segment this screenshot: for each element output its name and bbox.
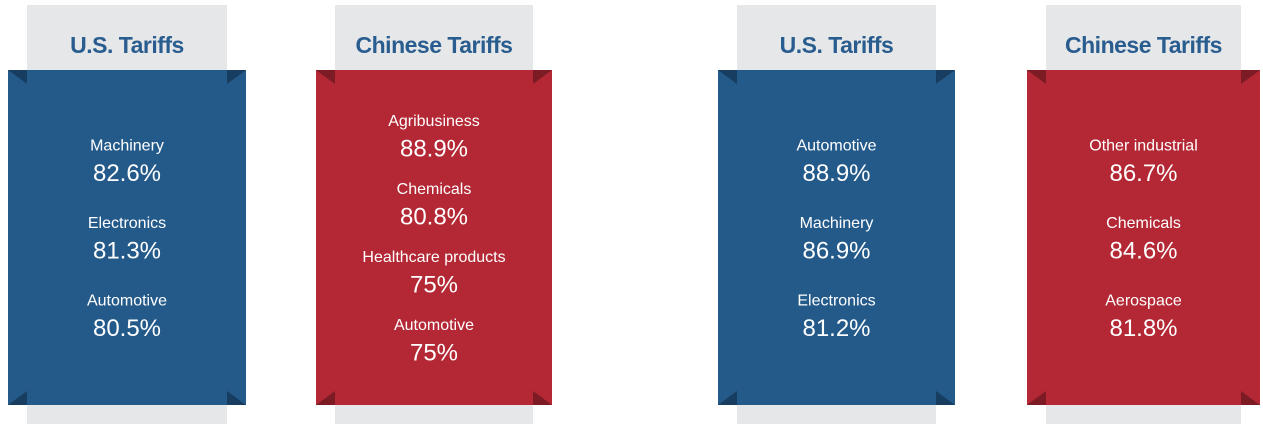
panel-body <box>1027 70 1260 405</box>
panel-body <box>316 70 552 405</box>
item-label: Aerospace <box>1105 293 1182 310</box>
item-label: Chemicals <box>1106 215 1181 232</box>
item-label: Automotive <box>87 293 167 310</box>
item-value: 81.8% <box>1109 315 1177 342</box>
fold <box>936 70 955 84</box>
fold <box>1241 391 1260 405</box>
fold <box>936 391 955 405</box>
item-value: 81.3% <box>93 237 161 264</box>
panel-title: U.S. Tariffs <box>780 32 894 58</box>
item-value: 88.9% <box>802 160 870 187</box>
item-label: Machinery <box>90 138 164 155</box>
tab-top <box>27 5 227 70</box>
fold <box>1241 70 1260 84</box>
fold <box>533 391 552 405</box>
item-value: 80.5% <box>93 315 161 342</box>
item-label: Automotive <box>394 317 474 334</box>
panel-title: Chinese Tariffs <box>1065 32 1222 58</box>
fold <box>1027 70 1046 84</box>
fold <box>316 70 335 84</box>
fold <box>316 391 335 405</box>
fold <box>718 391 737 405</box>
fold <box>1027 391 1046 405</box>
item-label: Other industrial <box>1089 138 1198 155</box>
fold <box>8 391 27 405</box>
item-label: Agribusiness <box>388 113 480 130</box>
fold <box>227 391 246 405</box>
item-label: Electronics <box>88 215 166 232</box>
tab-top <box>335 5 533 70</box>
fold <box>718 70 737 84</box>
fold <box>533 70 552 84</box>
item-value: 81.2% <box>802 315 870 342</box>
tab-top <box>1046 5 1241 70</box>
panel-title: Chinese Tariffs <box>356 32 513 58</box>
item-value: 80.8% <box>400 203 468 230</box>
panel-body <box>8 70 246 405</box>
panel-body <box>718 70 955 405</box>
item-label: Electronics <box>797 293 875 310</box>
fold <box>8 70 27 84</box>
item-value: 88.9% <box>400 135 468 162</box>
item-value: 86.9% <box>802 237 870 264</box>
item-value: 84.6% <box>1109 237 1177 264</box>
item-value: 75% <box>410 271 458 298</box>
item-value: 86.7% <box>1109 160 1177 187</box>
panel-title: U.S. Tariffs <box>70 32 184 58</box>
item-label: Healthcare products <box>362 249 505 266</box>
item-label: Chemicals <box>397 181 472 198</box>
item-label: Machinery <box>800 215 874 232</box>
fold <box>227 70 246 84</box>
item-value: 75% <box>410 339 458 366</box>
item-label: Automotive <box>796 138 876 155</box>
item-value: 82.6% <box>93 160 161 187</box>
tab-top <box>737 5 936 70</box>
